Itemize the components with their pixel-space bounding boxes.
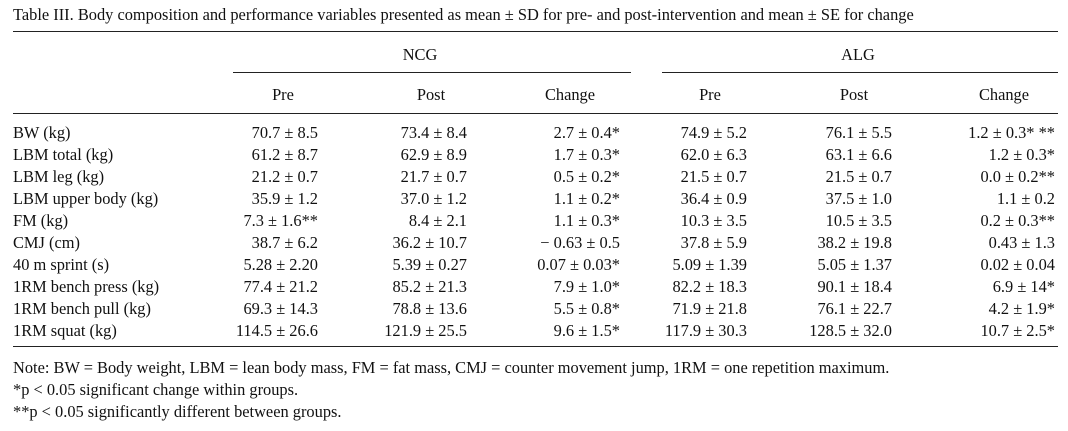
table-note-abbreviations: Note: BW = Body weight, LBM = lean body …	[13, 358, 890, 377]
cell-alg-post: 21.5 ± 0.7	[825, 167, 892, 186]
cell-alg-post: 63.1 ± 6.6	[825, 145, 892, 164]
cell-alg-post: 90.1 ± 18.4	[817, 277, 892, 296]
row-label: 40 m sprint (s)	[13, 255, 110, 274]
cell-alg-post: 10.5 ± 3.5	[825, 211, 892, 230]
cell-ncg-change: 5.5 ± 0.8*	[553, 299, 620, 318]
group-header-ncg: NCG	[402, 45, 438, 64]
column-header-alg-post: Post	[839, 85, 869, 104]
cell-alg-pre: 5.09 ± 1.39	[672, 255, 747, 274]
cell-alg-change: 1.1 ± 0.2	[996, 189, 1055, 208]
column-header-alg-pre: Pre	[699, 85, 721, 104]
column-header-ncg-pre: Pre	[272, 85, 294, 104]
group-header-alg: ALG	[841, 45, 875, 64]
cell-ncg-post: 36.2 ± 10.7	[392, 233, 467, 252]
row-label: BW (kg)	[13, 123, 71, 142]
cell-ncg-pre: 77.4 ± 21.2	[243, 277, 318, 296]
cell-ncg-change: 1.1 ± 0.2*	[553, 189, 620, 208]
cell-ncg-pre: 69.3 ± 14.3	[243, 299, 318, 318]
cell-alg-change: 6.9 ± 14*	[992, 277, 1055, 296]
header-rule	[13, 113, 1058, 114]
cell-alg-change: 10.7 ± 2.5*	[980, 321, 1055, 340]
cell-ncg-post: 21.7 ± 0.7	[400, 167, 467, 186]
cell-ncg-pre: 7.3 ± 1.6**	[243, 211, 318, 230]
table-row: 40 m sprint (s) 5.28 ± 2.20 5.39 ± 0.27 0.0…	[0, 255, 1068, 277]
cell-alg-change: 0.43 ± 1.3	[988, 233, 1055, 252]
row-label: 1RM squat (kg)	[13, 321, 117, 340]
cell-alg-post: 5.05 ± 1.37	[817, 255, 892, 274]
table-row: BW (kg) 70.7 ± 8.5 73.4 ± 8.4 2.7 ± 0.4* 74.…	[0, 123, 1068, 145]
table-row: 1RM squat (kg) 114.5 ± 26.6 121.9 ± 25.5 9.…	[0, 321, 1068, 343]
cell-alg-pre: 62.0 ± 6.3	[680, 145, 747, 164]
row-label: LBM total (kg)	[13, 145, 114, 164]
row-label: FM (kg)	[13, 211, 69, 230]
column-header-alg-change: Change	[978, 85, 1030, 104]
cell-ncg-pre: 61.2 ± 8.7	[251, 145, 318, 164]
cell-alg-pre: 36.4 ± 0.9	[680, 189, 747, 208]
cell-ncg-change: 1.7 ± 0.3*	[553, 145, 620, 164]
cell-alg-change: 4.2 ± 1.9*	[988, 299, 1055, 318]
group-underline-alg	[662, 72, 1058, 73]
cell-alg-pre: 117.9 ± 30.3	[664, 321, 747, 340]
cell-ncg-change: 0.5 ± 0.2*	[553, 167, 620, 186]
cell-ncg-change: 2.7 ± 0.4*	[553, 123, 620, 142]
group-underline-ncg	[233, 72, 631, 73]
cell-ncg-post: 62.9 ± 8.9	[400, 145, 467, 164]
cell-ncg-post: 37.0 ± 1.2	[400, 189, 467, 208]
cell-ncg-post: 5.39 ± 0.27	[392, 255, 467, 274]
column-header-ncg-post: Post	[416, 85, 446, 104]
row-label: 1RM bench press (kg)	[13, 277, 160, 296]
cell-alg-pre: 74.9 ± 5.2	[680, 123, 747, 142]
cell-ncg-pre: 21.2 ± 0.7	[251, 167, 318, 186]
table-row: FM (kg) 7.3 ± 1.6** 8.4 ± 2.1 1.1 ± 0.3* 10.…	[0, 211, 1068, 233]
cell-ncg-post: 121.9 ± 25.5	[384, 321, 467, 340]
table-row: LBM total (kg) 61.2 ± 8.7 62.9 ± 8.9 1.7 ± …	[0, 145, 1068, 167]
cell-ncg-pre: 5.28 ± 2.20	[243, 255, 318, 274]
table-row: 1RM bench pull (kg) 69.3 ± 14.3 78.8 ± 13.…	[0, 299, 1068, 321]
cell-alg-change: 1.2 ± 0.3* **	[968, 123, 1055, 142]
cell-ncg-change: 9.6 ± 1.5*	[553, 321, 620, 340]
table-row: CMJ (cm) 38.7 ± 6.2 36.2 ± 10.7 − 0.63 ± 0.…	[0, 233, 1068, 255]
top-rule	[13, 31, 1058, 32]
cell-ncg-pre: 70.7 ± 8.5	[251, 123, 318, 142]
table-row: LBM leg (kg) 21.2 ± 0.7 21.7 ± 0.7 0.5 ± 0.…	[0, 167, 1068, 189]
cell-alg-post: 38.2 ± 19.8	[817, 233, 892, 252]
cell-ncg-change: 1.1 ± 0.3*	[553, 211, 620, 230]
cell-ncg-pre: 114.5 ± 26.6	[235, 321, 318, 340]
cell-ncg-change: − 0.63 ± 0.5	[540, 233, 620, 252]
cell-ncg-post: 73.4 ± 8.4	[400, 123, 467, 142]
table-row: LBM upper body (kg) 35.9 ± 1.2 37.0 ± 1.2 1…	[0, 189, 1068, 211]
cell-alg-change: 0.2 ± 0.3**	[980, 211, 1055, 230]
cell-ncg-post: 85.2 ± 21.3	[392, 277, 467, 296]
cell-alg-post: 76.1 ± 5.5	[825, 123, 892, 142]
row-label: LBM leg (kg)	[13, 167, 105, 186]
cell-alg-post: 76.1 ± 22.7	[817, 299, 892, 318]
cell-alg-pre: 37.8 ± 5.9	[680, 233, 747, 252]
table-row: 1RM bench press (kg) 77.4 ± 21.2 85.2 ± 21…	[0, 277, 1068, 299]
cell-alg-change: 0.0 ± 0.2**	[980, 167, 1055, 186]
cell-alg-post: 128.5 ± 32.0	[809, 321, 892, 340]
bottom-rule	[13, 346, 1058, 347]
table-note-between-groups: **p < 0.05 significantly different betwe…	[13, 402, 342, 421]
cell-alg-change: 0.02 ± 0.04	[980, 255, 1055, 274]
row-label: CMJ (cm)	[13, 233, 80, 252]
cell-ncg-change: 7.9 ± 1.0*	[553, 277, 620, 296]
cell-ncg-pre: 35.9 ± 1.2	[251, 189, 318, 208]
cell-alg-pre: 10.3 ± 3.5	[680, 211, 747, 230]
cell-ncg-pre: 38.7 ± 6.2	[251, 233, 318, 252]
cell-ncg-post: 8.4 ± 2.1	[408, 211, 467, 230]
cell-ncg-change: 0.07 ± 0.03*	[537, 255, 620, 274]
column-header-ncg-change: Change	[544, 85, 596, 104]
cell-ncg-post: 78.8 ± 13.6	[392, 299, 467, 318]
row-label: 1RM bench pull (kg)	[13, 299, 151, 318]
table-caption: Table III. Body composition and performa…	[13, 5, 914, 24]
row-label: LBM upper body (kg)	[13, 189, 159, 208]
cell-alg-change: 1.2 ± 0.3*	[988, 145, 1055, 164]
cell-alg-pre: 71.9 ± 21.8	[672, 299, 747, 318]
cell-alg-post: 37.5 ± 1.0	[825, 189, 892, 208]
cell-alg-pre: 82.2 ± 18.3	[672, 277, 747, 296]
cell-alg-pre: 21.5 ± 0.7	[680, 167, 747, 186]
table-note-within-groups: *p < 0.05 significant change within grou…	[13, 380, 299, 399]
